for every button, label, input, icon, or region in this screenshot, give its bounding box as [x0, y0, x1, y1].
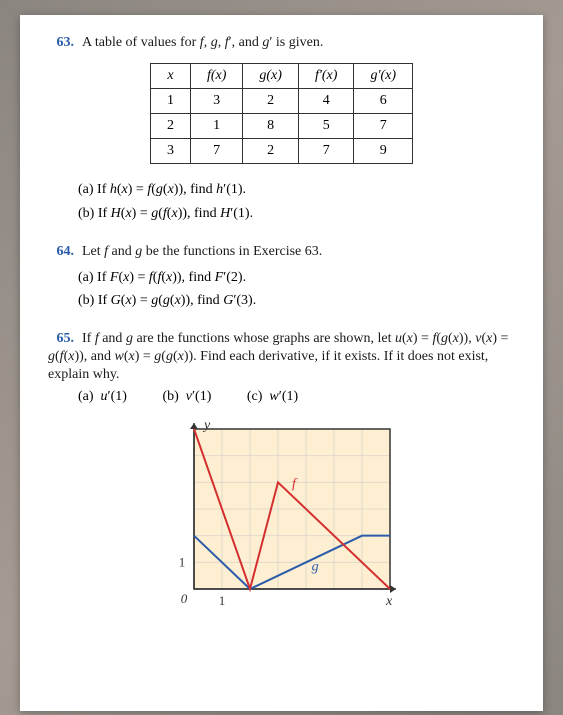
prob-intro-65: If f and g are the functions whose graph…	[48, 331, 508, 382]
prob-num-65: 65.	[48, 331, 74, 347]
subparts-64: (a) If F(x) = f(f(x)), find F′(2). (b) I…	[78, 266, 515, 314]
inline-parts-65: (a) u′(1) (b) v′(1) (c) w′(1)	[78, 389, 515, 405]
svg-text:x: x	[385, 594, 393, 609]
part-64a: (a) If F(x) = f(f(x)), find F′(2).	[78, 266, 515, 290]
table-row: 1 3 2 4 6	[150, 89, 412, 114]
prob-num-63: 63.	[48, 35, 74, 51]
th-fx: f(x)	[190, 64, 242, 89]
graph-container: 011yxfg	[162, 417, 402, 622]
th-gx: g(x)	[243, 64, 299, 89]
part-65c: (c) w′(1)	[247, 389, 298, 405]
problem-64: 64. Let f and g be the functions in Exer…	[48, 242, 515, 314]
graph-svg: 011yxfg	[162, 417, 402, 617]
part-65a: (a) u′(1)	[78, 389, 127, 405]
th-x: x	[150, 64, 190, 89]
values-table: x f(x) g(x) f′(x) g′(x) 1 3 2 4 6 2 1 8 …	[150, 63, 413, 164]
prob-num-64: 64.	[48, 244, 74, 260]
prob-intro-64: Let f and g be the functions in Exercise…	[82, 244, 322, 259]
problem-65: 65. If f and g are the functions whose g…	[48, 329, 515, 622]
part-63b: (b) If H(x) = g(f(x)), find H′(1).	[78, 202, 515, 226]
part-65b: (b) v′(1)	[162, 389, 211, 405]
part-64b: (b) If G(x) = g(g(x)), find G′(3).	[78, 289, 515, 313]
part-63a: (a) If h(x) = f(g(x)), find h′(1).	[78, 178, 515, 202]
svg-text:g: g	[311, 560, 318, 575]
prob-intro-63: A table of values for f, g, f′, and g′ i…	[82, 35, 323, 50]
svg-text:0: 0	[180, 591, 187, 606]
svg-text:1: 1	[218, 593, 225, 608]
th-fpx: f′(x)	[298, 64, 354, 89]
svg-text:y: y	[202, 418, 211, 433]
table-row: 3 7 2 7 9	[150, 139, 412, 164]
subparts-63: (a) If h(x) = f(g(x)), find h′(1). (b) I…	[78, 178, 515, 226]
svg-text:1: 1	[178, 555, 185, 570]
problem-63: 63. A table of values for f, g, f′, and …	[48, 33, 515, 226]
th-gpx: g′(x)	[354, 64, 413, 89]
table-row: 2 1 8 5 7	[150, 114, 412, 139]
